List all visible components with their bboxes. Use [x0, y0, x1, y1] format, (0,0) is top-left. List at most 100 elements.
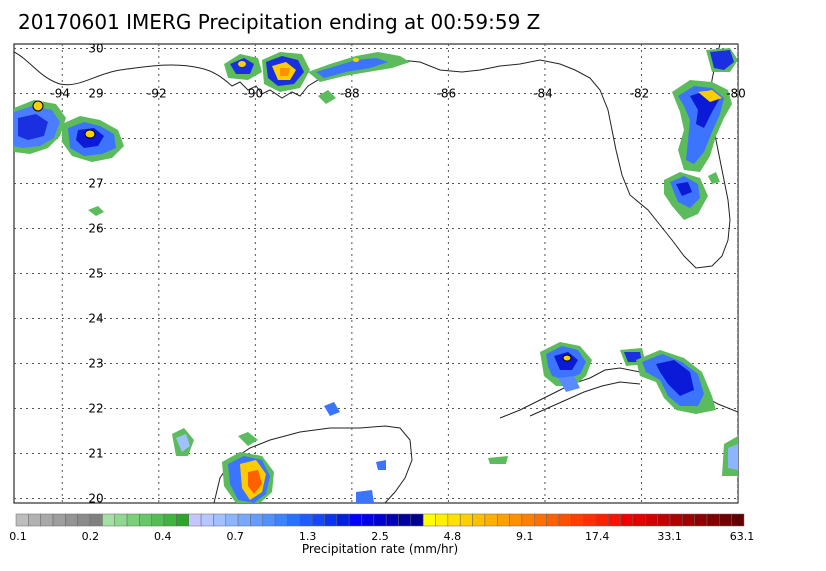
cell-florida-north-peak [698, 90, 722, 102]
colorbar-swatch [237, 513, 251, 527]
colorbar-swatch [620, 513, 634, 527]
cell-channel-small [488, 456, 508, 464]
colorbar-swatch [632, 513, 646, 527]
colorbar-swatch [583, 513, 597, 527]
colorbar-tick-label: 63.1 [730, 530, 755, 543]
longitude-label: -88 [340, 87, 360, 101]
cell-louisiana-west-peak [238, 61, 246, 67]
colorbar-swatch [546, 513, 560, 527]
colorbar-tick-label: 17.4 [585, 530, 610, 543]
colorbar-swatch [77, 513, 91, 527]
cell-texas-inner [18, 114, 48, 140]
colorbar-swatch [682, 513, 695, 527]
colorbar-swatch [694, 513, 708, 527]
colorbar-swatch [299, 513, 313, 527]
colorbar-swatch [459, 513, 473, 527]
colorbar-swatch [225, 513, 239, 527]
colorbar-swatch [52, 513, 66, 527]
colorbar-swatch [533, 513, 547, 527]
cell-yucatan-north-small [324, 402, 340, 416]
colorbar-swatch [188, 513, 202, 527]
latitude-label: 21 [88, 447, 103, 461]
cell-campeche-north [238, 432, 258, 446]
cell-florida-east-small [708, 172, 720, 184]
colorbar-swatch [608, 513, 621, 527]
cell-mississippi-core [316, 58, 388, 78]
colorbar-swatch [435, 513, 449, 527]
map-title: 20170601 IMERG Precipitation ending at 0… [18, 10, 541, 34]
colorbar-swatch [361, 513, 375, 527]
cell-offshore-peak [84, 129, 96, 139]
colorbar-swatch [595, 513, 609, 527]
latitude-label: 30 [88, 42, 103, 56]
colorbar-swatch [669, 513, 683, 527]
colorbar-swatch [571, 513, 584, 527]
colorbar-swatch [102, 513, 115, 527]
colorbar-title: Precipitation rate (mm/hr) [302, 542, 458, 556]
latitude-label: 29 [88, 87, 103, 101]
colorbar-swatch [176, 513, 189, 527]
colorbar-tick-label: 0.2 [82, 530, 100, 543]
latitude-label: 20 [88, 492, 103, 506]
cell-cuba-east-inner [656, 360, 694, 396]
colorbar-tick-label: 33.1 [657, 530, 682, 543]
colorbar-tick-label: 0.4 [154, 530, 172, 543]
cell-yucatan-south-small [356, 490, 374, 503]
latitude-label: 22 [88, 402, 103, 416]
longitude-label: -90 [244, 87, 264, 101]
colorbar-swatch [126, 513, 140, 527]
longitude-label: -92 [147, 87, 167, 101]
colorbar-tick-labels: 0.1 0.2 0.4 0.7 1.3 2.5 4.8 9.1 17.4 33.1 63.1 [9, 530, 754, 543]
longitude-labels: -94 -92 -90 -88 -86 -84 -82 -80 [50, 87, 745, 101]
precipitation-cells [14, 48, 738, 503]
colorbar-swatch [496, 513, 510, 527]
colorbar-swatch [645, 513, 658, 527]
colorbar-tick-label: 1.3 [299, 530, 317, 543]
colorbar-swatch [65, 513, 78, 527]
colorbar-swatch [422, 513, 436, 527]
colorbar-swatch [28, 513, 41, 527]
colorbar-tick-label: 9.1 [516, 530, 534, 543]
colorbar-swatch [706, 513, 720, 527]
colorbar-swatch [484, 513, 498, 527]
cell-florida-south-inner [676, 182, 692, 196]
latitude-label: 23 [88, 357, 103, 371]
latitude-label: 27 [88, 177, 103, 191]
colorbar-tick-label: 2.5 [371, 530, 389, 543]
colorbar-tick-label: 0.7 [226, 530, 244, 543]
longitude-label: -80 [726, 87, 746, 101]
colorbar-swatch [447, 513, 461, 527]
colorbar-swatch [398, 513, 412, 527]
colorbar-swatch [509, 513, 523, 527]
colorbar-swatch [262, 513, 276, 527]
cell-yucatan-main-hot [248, 470, 262, 494]
longitude-label: -84 [533, 87, 553, 101]
colorbar-swatch [324, 513, 338, 527]
colorbar-swatch [114, 513, 128, 527]
colorbar-swatch [151, 513, 165, 527]
colorbar-swatch [40, 513, 54, 527]
colorbar-swatch [719, 513, 732, 527]
colorbar-swatch [287, 513, 301, 527]
graticule [14, 44, 738, 503]
cell-texas-peak [32, 100, 44, 112]
colorbar-swatch [410, 513, 424, 527]
colorbar-swatch [213, 513, 227, 527]
cell-bahamas-edge-core [728, 444, 738, 470]
colorbar-swatch [200, 513, 214, 527]
colorbar-swatch [336, 513, 350, 527]
cell-louisiana-delta-hot [280, 68, 290, 76]
colorbar [15, 513, 745, 527]
colorbar-tick-label: 0.1 [9, 530, 27, 543]
cell-small-26n [88, 206, 104, 216]
colorbar-swatch [311, 513, 325, 527]
latitude-label: 24 [88, 312, 103, 326]
colorbar-swatch [163, 513, 177, 527]
cell-campeche-west-core [176, 434, 190, 452]
colorbar-swatch [274, 513, 288, 527]
cell-florida-ne-core [710, 50, 734, 70]
cell-yucatan-east-small [376, 460, 386, 470]
cell-cuba-west-peak [562, 354, 572, 362]
colorbar-swatch [731, 513, 745, 527]
